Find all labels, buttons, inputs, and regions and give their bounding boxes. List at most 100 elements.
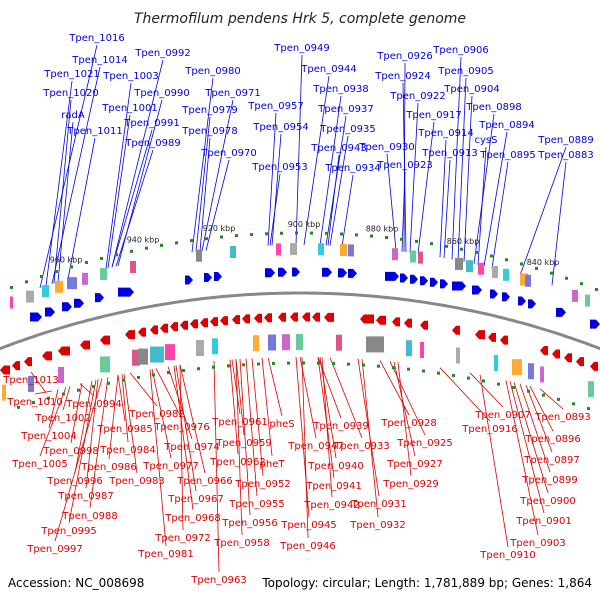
gene-leader-line: [48, 389, 59, 429]
gene-leader-line: [175, 365, 197, 492]
reverse-gene-label: Tpen_0996: [46, 476, 102, 487]
reverse-gene-label: Tpen_0982: [128, 409, 184, 420]
ring-tick: [92, 385, 95, 389]
gene-leader-line: [357, 358, 380, 497]
forward-gene-label: Tpen_0943: [310, 143, 366, 154]
gene-leader-line: [213, 361, 220, 573]
forward-gene-label: Tpen_0934: [324, 163, 380, 174]
forward-gene-label: Tpen_0883: [537, 150, 593, 161]
gene-leader-line: [191, 77, 214, 253]
forward-gene-arrow: [440, 279, 448, 289]
gene-leader-line: [393, 361, 416, 457]
reverse-gene-arrow: [220, 316, 228, 326]
ring-tick: [152, 373, 155, 377]
gene-leader-line: [117, 375, 126, 422]
forward-gene-label: Tpen_1011: [66, 126, 122, 137]
forward-gene-arrow: [322, 267, 332, 277]
forward-gene-label: Tpen_0953: [251, 162, 307, 173]
reverse-gene-arrow: [0, 365, 10, 375]
forward-gene-label: Tpen_0990: [133, 88, 189, 99]
reverse-gene-label: Tpen_1013: [2, 375, 58, 386]
ring-tick: [100, 256, 103, 260]
gene-leader-line: [239, 358, 251, 516]
ring-tick: [25, 280, 28, 284]
ring-tick: [347, 362, 350, 366]
forward-gene-arrow: [74, 298, 84, 308]
forward-gene-label: Tpen_1003: [102, 71, 158, 82]
gene-leader-line: [321, 357, 333, 498]
reverse-gene-label: Tpen_0940: [307, 461, 363, 472]
gene-leader-line: [327, 154, 340, 246]
forward-gene-arrow: [292, 267, 300, 277]
reverse-gene-label: pheS: [269, 419, 294, 430]
gene-leader-line: [68, 379, 97, 524]
ring-tick: [520, 262, 523, 266]
gene-leader-line: [195, 116, 211, 252]
reverse-gene-arrow: [138, 327, 146, 337]
reverse-gene-label: Tpen_0955: [228, 499, 284, 510]
forward-gene-label: Tpen_1020: [42, 88, 98, 99]
reverse-gene-arrow: [452, 325, 460, 335]
gene-leader-line: [51, 66, 101, 285]
gene-leader-line: [479, 374, 509, 548]
gene-feature-box: [253, 335, 259, 352]
gene-leader-line: [267, 112, 277, 246]
forward-gene-arrow: [214, 271, 222, 281]
gene-leader-line: [269, 173, 281, 246]
gene-leader-line: [245, 358, 258, 497]
reverse-gene-arrow: [160, 323, 168, 333]
forward-gene-label: Tpen_0930: [358, 142, 414, 153]
reverse-gene-arrow: [360, 314, 374, 324]
forward-gene-arrow: [385, 271, 399, 281]
reverse-gene-arrow: [278, 312, 286, 322]
reverse-gene-label: Tpen_0899: [521, 475, 577, 486]
reverse-gene-label: Tpen_0929: [382, 479, 438, 490]
gene-feature-box: [100, 268, 107, 281]
gene-leader-line: [111, 59, 164, 268]
gene-feature-box: [348, 244, 354, 257]
reverse-gene-label: Tpen_0983: [108, 476, 164, 487]
gene-feature-box: [492, 266, 498, 279]
reverse-gene-arrow: [170, 322, 178, 332]
gene-leader-line: [303, 75, 330, 246]
ring-tick: [182, 369, 185, 373]
forward-gene-arrow: [490, 289, 498, 299]
gene-leader-line: [149, 369, 167, 547]
forward-gene-label: Tpen_0978: [181, 126, 237, 137]
forward-gene-label: radA: [61, 110, 85, 121]
ring-tick: [167, 371, 170, 375]
reverse-gene-label: Tpen_0972: [154, 533, 210, 544]
ring-tick: [482, 379, 485, 383]
forward-gene-label: Tpen_0922: [389, 91, 445, 102]
gene-leader-line: [123, 373, 138, 474]
gene-leader-line: [261, 357, 273, 457]
reverse-gene-label: Tpen_0995: [40, 526, 96, 537]
reverse-gene-arrow: [242, 314, 250, 324]
forward-gene-label: Tpen_0904: [443, 84, 499, 95]
reverse-gene-arrow: [540, 345, 548, 355]
ring-tick: [310, 231, 313, 235]
ring-tick: [160, 243, 163, 247]
gene-leader-line: [199, 137, 211, 252]
forward-gene-label: Tpen_1014: [71, 55, 127, 66]
reverse-gene-arrow: [302, 312, 310, 322]
reverse-gene-label: Tpen_0941: [305, 481, 361, 492]
gene-feature-box: [366, 336, 384, 353]
gene-leader-line: [45, 80, 73, 286]
gene-leader-line: [54, 378, 103, 542]
accession-text: Accession: NC_008698: [8, 576, 144, 590]
gene-leader-line: [509, 381, 545, 514]
reverse-gene-label: Tpen_0974: [163, 442, 219, 453]
ring-tick: [565, 276, 568, 280]
reverse-gene-label: Tpen_0946: [279, 541, 335, 552]
reverse-gene-label: Tpen_0910: [479, 550, 535, 561]
gene-leader-line: [457, 77, 467, 261]
forward-gene-arrow: [528, 299, 536, 309]
gene-leader-line: [155, 368, 183, 420]
gene-leader-line: [529, 386, 554, 432]
reverse-gene-label: Tpen_0932: [349, 520, 405, 531]
reverse-gene-label: Tpen_0984: [99, 445, 155, 456]
reverse-gene-label: Tpen_0986: [80, 462, 136, 473]
reverse-gene-label: Tpen_0931: [350, 499, 406, 510]
reverse-gene-label: Tpen_0952: [234, 479, 290, 490]
